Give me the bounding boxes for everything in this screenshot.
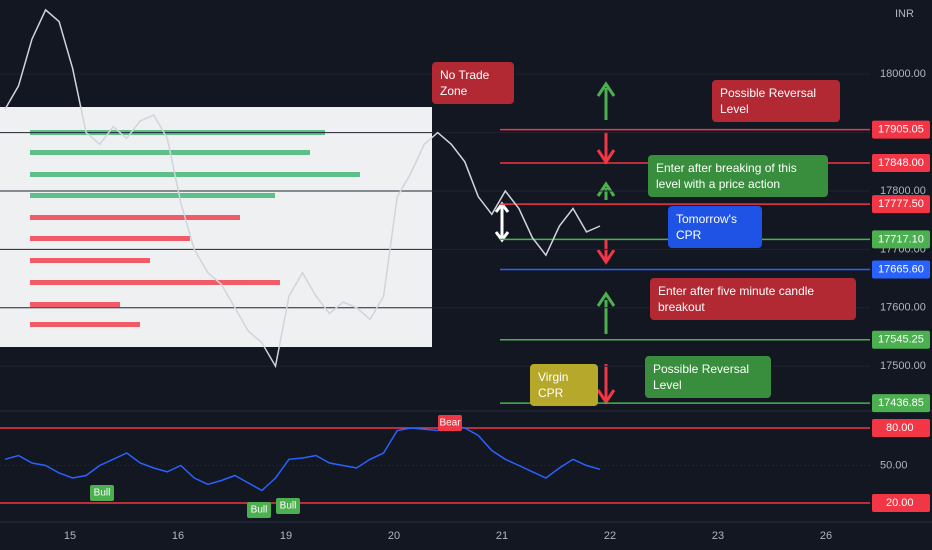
x-tick-label: 26	[820, 530, 832, 542]
y-tick-label: 17500.00	[880, 360, 926, 372]
embedded-table-image	[0, 107, 432, 347]
band-label-box	[872, 419, 930, 437]
level-label-box	[872, 230, 930, 249]
arrows	[494, 81, 616, 405]
y-tick-label: 17800.00	[880, 185, 926, 197]
x-tick-label: 16	[172, 530, 184, 542]
band-label-box	[872, 494, 930, 512]
y-tick-label: 50.00	[880, 459, 908, 471]
currency-label: INR	[895, 8, 914, 20]
band-label: 20.00	[886, 497, 914, 509]
level-label-box	[872, 260, 930, 279]
x-tick-label: 23	[712, 530, 724, 542]
band-label: 80.00	[886, 422, 914, 434]
y-tick-label: 18000.00	[880, 68, 926, 80]
signal-box	[247, 502, 271, 518]
level-label: 17545.25	[878, 334, 924, 346]
y-tick-label: 17600.00	[880, 302, 926, 314]
signal-box	[438, 415, 462, 431]
annotation: Enter after five minute candle breakout	[650, 278, 856, 320]
level-label: 17436.85	[878, 397, 924, 409]
series-line	[4, 8, 601, 369]
level-label-box	[872, 153, 930, 172]
level-label: 17665.60	[878, 263, 924, 275]
level-label: 17848.00	[878, 157, 924, 169]
signal-label: Bull	[251, 505, 268, 516]
signal-box	[276, 498, 300, 514]
annotation: No Trade Zone	[432, 62, 514, 104]
annotation: Enter after breaking of this level with …	[648, 155, 828, 197]
signal-box	[90, 485, 114, 501]
x-tick-label: 22	[604, 530, 616, 542]
level-label: 17777.50	[878, 198, 924, 210]
signal-label: Bull	[280, 501, 297, 512]
level-label-box	[872, 330, 930, 349]
x-tick-label: 15	[64, 530, 76, 542]
x-tick-label: 21	[496, 530, 508, 542]
series-line	[4, 424, 601, 492]
annotation: Possible Reversal Level	[645, 356, 771, 398]
level-label-box	[872, 394, 930, 413]
level-label-box	[872, 195, 930, 214]
x-tick-label: 19	[280, 530, 292, 542]
signal-label: Bear	[439, 418, 461, 429]
signal-label: Bull	[94, 488, 111, 499]
level-label-box	[872, 120, 930, 139]
level-label: 17717.10	[878, 233, 924, 245]
level-label: 17905.05	[878, 124, 924, 136]
annotation: Possible Reversal Level	[712, 80, 840, 122]
annotation: Virgin CPR	[530, 364, 598, 406]
x-tick-label: 20	[388, 530, 400, 542]
annotation: Tomorrow's CPR	[668, 206, 762, 248]
